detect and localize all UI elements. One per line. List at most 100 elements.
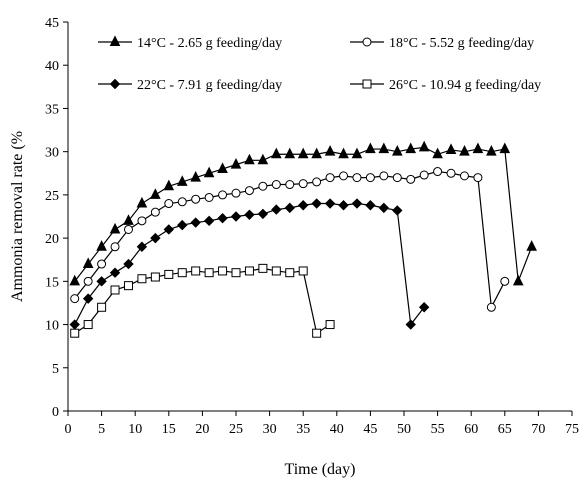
data-point	[298, 266, 308, 276]
data-point	[271, 266, 281, 276]
series-line	[74, 146, 533, 282]
data-point	[137, 216, 147, 226]
x-tick-label: 60	[464, 422, 478, 437]
data-point	[392, 205, 403, 216]
data-point	[70, 294, 80, 304]
x-tick-label: 70	[531, 422, 545, 437]
data-point	[82, 293, 94, 304]
data-point	[70, 328, 80, 338]
data-point	[109, 222, 121, 234]
data-point	[446, 168, 456, 178]
data-point	[123, 214, 134, 225]
legend-label: 14°C - 2.65 g feeding/day	[137, 36, 282, 51]
data-point	[486, 302, 496, 312]
data-point	[97, 259, 107, 269]
series-line	[74, 170, 506, 310]
data-point	[297, 147, 309, 159]
data-point	[230, 158, 242, 169]
y-tick-label: 15	[45, 275, 59, 290]
data-point	[526, 240, 537, 251]
data-point	[365, 200, 376, 211]
ticks: 0 5 10 15 20 25 30 35 40 45 50 55 60 65 70 75 0 5 10 15 20 25…	[45, 16, 579, 437]
data-point	[285, 268, 295, 278]
data-point	[433, 167, 443, 177]
data-point	[177, 197, 187, 207]
data-point	[378, 202, 390, 214]
x-tick-label: 45	[363, 422, 377, 437]
data-point	[96, 276, 107, 287]
y-tick-label: 5	[52, 362, 59, 377]
series-lines	[69, 140, 537, 338]
data-point	[244, 186, 254, 196]
x-tick-label: 50	[397, 422, 411, 437]
data-point	[271, 180, 281, 190]
series-1	[69, 140, 537, 286]
series-3	[69, 198, 430, 330]
data-point	[177, 219, 188, 231]
data-point	[123, 281, 133, 291]
data-point	[500, 276, 510, 286]
data-point	[96, 240, 107, 251]
x-tick-label: 30	[263, 422, 277, 437]
data-point	[257, 208, 269, 220]
data-point	[351, 147, 363, 159]
data-point	[338, 200, 349, 211]
data-point	[69, 319, 80, 330]
data-point	[230, 211, 242, 222]
data-point	[136, 196, 148, 208]
data-point	[83, 320, 93, 330]
data-point	[472, 142, 484, 154]
x-tick-label: 65	[498, 422, 512, 437]
data-point	[110, 242, 120, 252]
data-point	[123, 224, 133, 234]
data-point	[312, 177, 322, 187]
data-point	[136, 241, 148, 252]
data-point	[163, 224, 175, 235]
data-point	[325, 320, 335, 330]
x-tick-label: 35	[296, 422, 310, 437]
legend: 14°C - 2.65 g feeding/day 18°C - 5.52 g f…	[98, 35, 541, 93]
data-point	[284, 147, 296, 159]
data-point	[164, 199, 174, 209]
data-point	[499, 142, 511, 154]
legend-marker	[362, 37, 372, 47]
data-point	[137, 274, 147, 284]
data-point	[311, 198, 322, 209]
data-point	[297, 200, 309, 211]
data-point	[257, 153, 269, 165]
data-point	[271, 147, 282, 159]
x-tick-label: 10	[128, 422, 142, 437]
data-point	[432, 147, 443, 159]
data-point	[324, 145, 336, 156]
data-point	[218, 190, 228, 200]
data-point	[109, 267, 121, 278]
data-point	[351, 198, 363, 209]
y-tick-label: 30	[45, 146, 59, 161]
legend-item-3: 22°C - 7.91 g feeding/day	[98, 78, 282, 93]
data-point	[217, 213, 228, 224]
data-point	[177, 268, 187, 278]
data-point	[512, 274, 524, 286]
data-point	[418, 140, 430, 152]
data-point	[258, 181, 268, 191]
y-tick-label: 45	[45, 16, 59, 31]
data-point	[392, 173, 402, 183]
data-point	[339, 171, 349, 181]
data-point	[203, 215, 215, 227]
x-tick-label: 20	[195, 422, 209, 437]
data-point	[231, 188, 241, 198]
data-point	[244, 209, 255, 220]
legend-item-2: 18°C - 5.52 g feeding/day	[350, 36, 534, 51]
legend-marker	[362, 79, 372, 89]
x-tick-label: 25	[229, 422, 243, 437]
data-point	[365, 142, 376, 154]
data-point	[244, 266, 254, 276]
series-2	[70, 167, 510, 312]
data-point	[150, 188, 161, 199]
data-point	[378, 142, 390, 154]
legend-label: 18°C - 5.52 g feeding/day	[389, 36, 534, 51]
data-point	[285, 180, 295, 190]
data-point	[445, 143, 457, 154]
data-point	[218, 266, 228, 276]
data-point	[191, 194, 201, 204]
